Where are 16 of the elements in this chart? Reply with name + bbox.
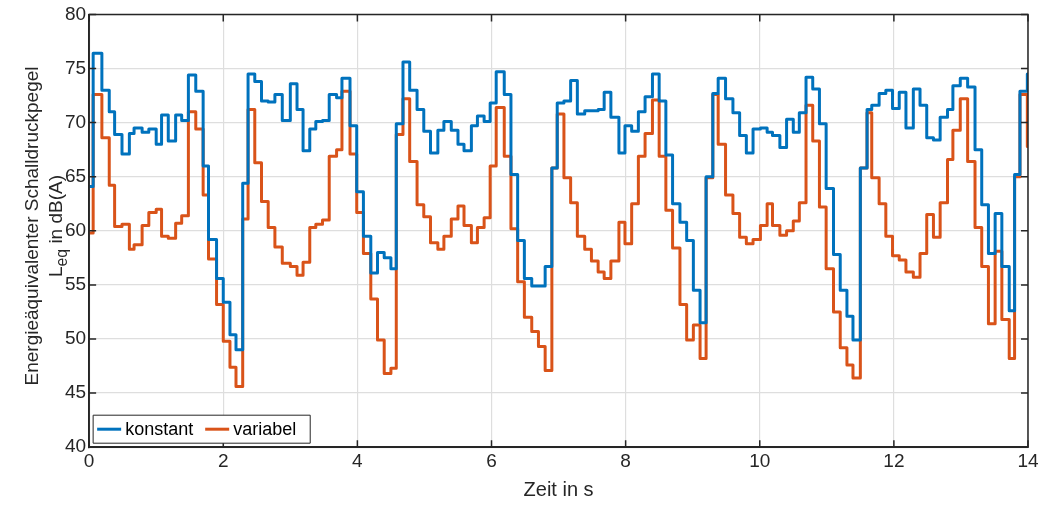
y-tick-label: 75 <box>64 56 87 78</box>
x-tick-label: 2 <box>217 449 229 471</box>
x-tick-label: 14 <box>1017 449 1039 471</box>
legend-label: variabel <box>233 419 297 440</box>
x-tick-label: 4 <box>352 449 364 471</box>
x-tick-label: 12 <box>883 449 905 471</box>
y-tick-label: 70 <box>64 110 87 132</box>
y-tick-label: 55 <box>64 273 87 295</box>
y-tick-label: 45 <box>64 381 87 403</box>
x-tick-label: 8 <box>620 449 631 471</box>
y-tick-label: 80 <box>64 2 87 24</box>
x-tick-label: 6 <box>486 449 497 471</box>
x-axis-title: Zeit in s <box>523 477 594 500</box>
legend-label: konstant <box>125 419 194 440</box>
x-tick-label: 10 <box>749 449 771 471</box>
y-tick-label: 60 <box>64 219 87 241</box>
